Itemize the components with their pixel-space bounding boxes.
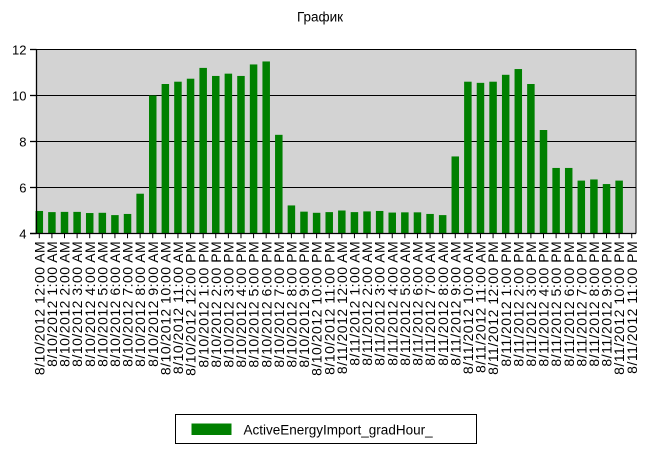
svg-text:8: 8 [19, 134, 26, 149]
svg-text:8/11/2012 5:00 PM: 8/11/2012 5:00 PM [548, 241, 564, 367]
svg-text:8/11/2012 12:00 PM: 8/11/2012 12:00 PM [485, 241, 501, 375]
svg-text:ActiveEnergyImport_gradHour_: ActiveEnergyImport_gradHour_ [244, 422, 434, 437]
svg-text:8/11/2012 7:00 PM: 8/11/2012 7:00 PM [573, 241, 589, 367]
svg-text:8/11/2012 9:00 PM: 8/11/2012 9:00 PM [599, 241, 615, 367]
svg-text:8/10/2012 4:00 AM: 8/10/2012 4:00 AM [82, 241, 98, 367]
svg-text:8/10/2012 6:00 PM: 8/10/2012 6:00 PM [258, 241, 274, 368]
svg-text:8/11/2012 8:00 PM: 8/11/2012 8:00 PM [586, 241, 602, 367]
svg-text:8/11/2012 10:00 PM: 8/11/2012 10:00 PM [611, 241, 627, 375]
svg-text:8/11/2012 4:00 PM: 8/11/2012 4:00 PM [536, 241, 552, 367]
svg-text:8/10/2012 8:00 AM: 8/10/2012 8:00 AM [132, 241, 148, 367]
svg-text:4: 4 [19, 226, 26, 241]
svg-text:8/11/2012 1:00 PM: 8/11/2012 1:00 PM [498, 241, 514, 367]
svg-text:8/10/2012 9:00 AM: 8/10/2012 9:00 AM [145, 241, 161, 367]
svg-text:8/11/2012 6:00 PM: 8/11/2012 6:00 PM [561, 241, 577, 367]
svg-text:6: 6 [19, 180, 26, 195]
svg-text:8/11/2012 1:00 AM: 8/11/2012 1:00 AM [347, 241, 363, 366]
svg-text:8/11/2012 8:00 AM: 8/11/2012 8:00 AM [435, 241, 451, 366]
svg-text:8/10/2012 8:00 PM: 8/10/2012 8:00 PM [284, 241, 300, 368]
svg-text:8/10/2012 6:00 AM: 8/10/2012 6:00 AM [107, 241, 123, 367]
svg-text:8/10/2012 2:00 PM: 8/10/2012 2:00 PM [208, 241, 224, 368]
svg-text:8/11/2012 12:00 AM: 8/11/2012 12:00 AM [334, 241, 350, 374]
svg-text:8/10/2012 11:00 AM: 8/10/2012 11:00 AM [170, 241, 186, 374]
svg-text:8/10/2012 7:00 PM: 8/10/2012 7:00 PM [271, 241, 287, 368]
svg-text:12: 12 [12, 42, 26, 57]
svg-text:8/10/2012 2:00 AM: 8/10/2012 2:00 AM [57, 241, 73, 367]
svg-text:8/10/2012 12:00 PM: 8/10/2012 12:00 PM [183, 241, 199, 376]
svg-text:8/11/2012 6:00 AM: 8/11/2012 6:00 AM [410, 241, 426, 366]
svg-text:8/11/2012 4:00 AM: 8/11/2012 4:00 AM [384, 241, 400, 366]
svg-text:8/11/2012 9:00 AM: 8/11/2012 9:00 AM [447, 241, 463, 366]
svg-text:8/11/2012 2:00 AM: 8/11/2012 2:00 AM [359, 241, 375, 366]
svg-text:8/10/2012 5:00 AM: 8/10/2012 5:00 AM [94, 241, 110, 367]
svg-text:8/10/2012 9:00 PM: 8/10/2012 9:00 PM [296, 241, 312, 368]
svg-text:8/10/2012 10:00 PM: 8/10/2012 10:00 PM [309, 241, 325, 376]
svg-text:8/10/2012 1:00 PM: 8/10/2012 1:00 PM [195, 241, 211, 368]
svg-text:8/11/2012 5:00 AM: 8/11/2012 5:00 AM [397, 241, 413, 366]
svg-text:8/11/2012 11:00 AM: 8/11/2012 11:00 AM [473, 241, 489, 373]
svg-text:8/10/2012 4:00 PM: 8/10/2012 4:00 PM [233, 241, 249, 368]
svg-text:8/10/2012 12:00 AM: 8/10/2012 12:00 AM [31, 241, 47, 375]
svg-text:8/10/2012 1:00 AM: 8/10/2012 1:00 AM [44, 241, 60, 367]
svg-text:8/11/2012 3:00 PM: 8/11/2012 3:00 PM [523, 241, 539, 367]
svg-text:8/11/2012 2:00 PM: 8/11/2012 2:00 PM [510, 241, 526, 367]
svg-text:8/10/2012 10:00 AM: 8/10/2012 10:00 AM [157, 241, 173, 375]
svg-text:График: График [297, 10, 343, 25]
svg-text:8/10/2012 3:00 PM: 8/10/2012 3:00 PM [220, 241, 236, 368]
svg-text:8/11/2012 3:00 AM: 8/11/2012 3:00 AM [372, 241, 388, 366]
svg-text:8/11/2012 10:00 AM: 8/11/2012 10:00 AM [460, 241, 476, 374]
svg-text:8/10/2012 5:00 PM: 8/10/2012 5:00 PM [246, 241, 262, 368]
svg-text:8/10/2012 3:00 AM: 8/10/2012 3:00 AM [69, 241, 85, 367]
svg-text:8/11/2012 11:00 PM: 8/11/2012 11:00 PM [624, 241, 640, 374]
svg-text:8/10/2012 11:00 PM: 8/10/2012 11:00 PM [321, 241, 337, 375]
svg-text:8/10/2012 7:00 AM: 8/10/2012 7:00 AM [120, 241, 136, 367]
svg-text:10: 10 [12, 88, 26, 103]
svg-text:8/11/2012 7:00 AM: 8/11/2012 7:00 AM [422, 241, 438, 366]
